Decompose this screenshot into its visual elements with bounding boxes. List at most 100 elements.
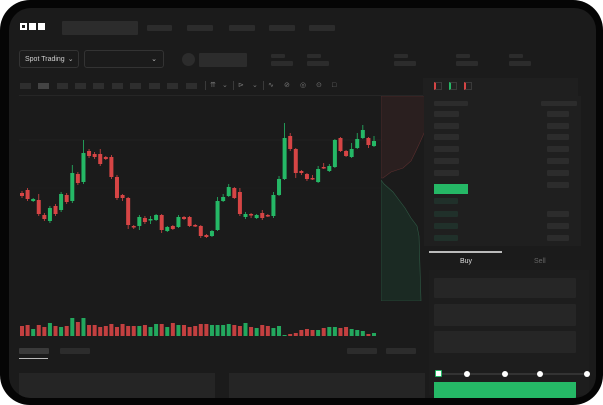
candlestick-chart[interactable] — [9, 96, 389, 341]
line-icon[interactable]: ∿ — [268, 82, 274, 89]
slider-handle[interactable] — [435, 370, 442, 377]
candle-down — [198, 226, 203, 236]
interval-button[interactable] — [57, 83, 68, 89]
volume-bar — [109, 324, 114, 336]
candle-down — [310, 178, 315, 180]
indicator-icon[interactable]: ⇈ — [210, 82, 216, 89]
volume-bar — [265, 326, 270, 336]
slider-step-50[interactable] — [502, 371, 508, 377]
volume-bar — [137, 326, 142, 336]
total-input[interactable] — [434, 331, 576, 353]
volume-bar — [215, 325, 220, 336]
interval-button[interactable] — [167, 83, 178, 89]
candle-down — [338, 138, 343, 151]
interval-button[interactable] — [112, 83, 123, 89]
interval-button[interactable] — [20, 83, 31, 89]
bid-price — [434, 211, 458, 217]
tab-order-history[interactable] — [60, 348, 90, 354]
orderbook-asks-icon[interactable] — [464, 82, 472, 90]
ruler-icon[interactable]: ⊘ — [284, 82, 290, 89]
slider-step-75[interactable] — [537, 371, 543, 377]
volume-bar — [366, 334, 371, 336]
buy-button[interactable] — [434, 382, 576, 398]
camera-icon[interactable]: ◎ — [300, 82, 307, 89]
candle-up — [148, 219, 153, 221]
trading-mode-select[interactable]: Spot Trading ⌄ — [19, 50, 79, 68]
nav-item-3[interactable] — [229, 25, 255, 31]
volume-bar — [92, 325, 97, 336]
volume-bar — [59, 327, 64, 336]
candle-up — [372, 141, 376, 146]
nav-item-2[interactable] — [187, 25, 213, 31]
filter-button-1[interactable] — [347, 348, 377, 354]
stat-value-3 — [394, 61, 416, 66]
volume-bar — [349, 329, 354, 336]
amount-input[interactable] — [434, 304, 576, 326]
candle-down — [103, 157, 108, 159]
volume-bar — [148, 327, 153, 336]
nav-item-4[interactable] — [269, 25, 295, 31]
chevron-down-icon[interactable]: ⌄ — [222, 82, 228, 89]
fullscreen-icon[interactable]: □ — [332, 82, 337, 89]
bid-amount — [547, 223, 569, 229]
nav-item-1[interactable] — [147, 25, 172, 31]
volume-bar — [126, 326, 131, 336]
interval-button[interactable] — [149, 83, 160, 89]
search-bar[interactable] — [62, 21, 138, 35]
candle-up — [277, 179, 282, 195]
candle-up — [70, 173, 75, 201]
ask-amount — [547, 134, 569, 140]
tab-open-orders[interactable] — [19, 348, 49, 354]
stat-label-2 — [307, 54, 321, 58]
settings-icon[interactable]: ⊙ — [316, 82, 322, 89]
ask-price — [434, 111, 459, 117]
interval-button[interactable] — [186, 83, 197, 89]
bid-amount — [547, 211, 569, 217]
volume-bar — [87, 325, 92, 336]
candle-up — [154, 215, 159, 220]
slider-step-25[interactable] — [464, 371, 470, 377]
volume-bar — [332, 327, 337, 336]
candle-down — [204, 235, 209, 237]
draw-icon[interactable]: ⊳ — [238, 82, 244, 89]
filter-button-2[interactable] — [386, 348, 416, 354]
tab-sell[interactable]: Sell — [534, 258, 546, 265]
candle-down — [344, 151, 349, 156]
amount-slider-track[interactable] — [439, 373, 587, 375]
volume-bar — [70, 318, 75, 336]
chevron-down-icon[interactable]: ⌄ — [252, 82, 258, 89]
volume-bar — [204, 324, 209, 336]
volume-bar — [271, 328, 276, 336]
slider-step-100[interactable] — [584, 371, 590, 377]
toolbar-divider-2 — [233, 81, 234, 90]
interval-button[interactable] — [38, 83, 49, 89]
bottom-card-right — [229, 373, 425, 398]
volume-bar — [360, 331, 365, 336]
price-input[interactable] — [434, 278, 576, 298]
candle-up — [215, 201, 220, 230]
toolbar-divider — [19, 95, 424, 96]
interval-button[interactable] — [130, 83, 141, 89]
buy-tab-underline — [429, 251, 502, 253]
candle-down — [142, 218, 147, 222]
candle-down — [126, 198, 131, 225]
candle-down — [98, 154, 103, 164]
orderbook-bids-icon[interactable] — [449, 82, 457, 90]
candle-down — [53, 206, 58, 214]
orderbook-both-icon[interactable] — [434, 82, 442, 90]
candle-up — [316, 169, 321, 182]
nav-item-5[interactable] — [309, 25, 335, 31]
interval-button[interactable] — [93, 83, 104, 89]
stat-label-4 — [456, 54, 470, 58]
interval-button[interactable] — [75, 83, 86, 89]
volume-bar — [232, 325, 237, 336]
candle-down — [131, 226, 136, 228]
okx-logo[interactable] — [20, 23, 45, 30]
candle-down — [237, 192, 242, 214]
pair-select[interactable]: ⌄ — [84, 50, 164, 68]
tab-buy[interactable]: Buy — [460, 258, 473, 265]
stat-value-1 — [271, 61, 293, 66]
volume-bar — [131, 326, 136, 336]
volume-bar — [103, 326, 108, 336]
volume-bar — [81, 318, 86, 336]
